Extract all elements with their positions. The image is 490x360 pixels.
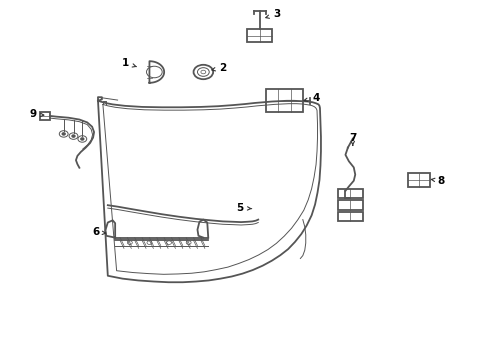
Text: 6: 6 [92, 227, 99, 237]
Text: 9: 9 [30, 109, 37, 120]
Text: 2: 2 [220, 63, 226, 73]
Circle shape [62, 133, 65, 135]
Text: 8: 8 [438, 176, 444, 186]
Text: 3: 3 [273, 9, 280, 19]
Text: 5: 5 [237, 203, 244, 213]
Circle shape [72, 135, 75, 137]
Text: 4: 4 [312, 93, 320, 103]
Text: 1: 1 [122, 58, 128, 68]
Text: 7: 7 [349, 132, 357, 143]
Circle shape [81, 138, 84, 140]
